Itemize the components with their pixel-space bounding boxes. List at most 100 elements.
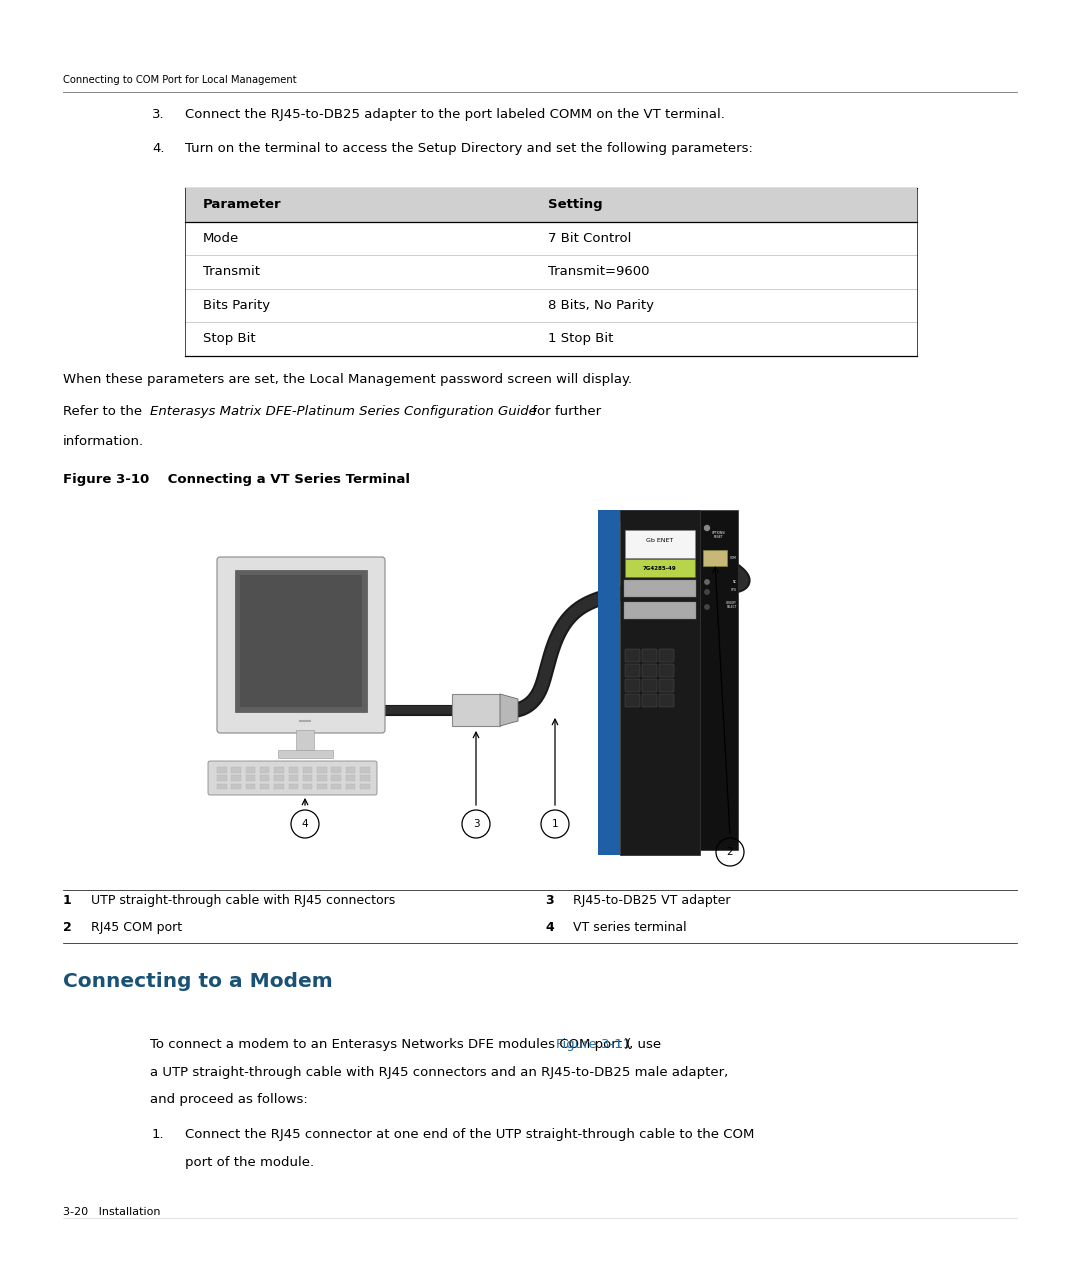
Circle shape xyxy=(705,605,710,610)
Text: 8 Bits, No Parity: 8 Bits, No Parity xyxy=(548,298,654,311)
FancyBboxPatch shape xyxy=(642,679,657,692)
Text: NC: NC xyxy=(732,580,737,584)
FancyBboxPatch shape xyxy=(360,784,369,789)
Text: RJ45 COM port: RJ45 COM port xyxy=(91,921,183,933)
Text: and proceed as follows:: and proceed as follows: xyxy=(150,1093,308,1106)
FancyBboxPatch shape xyxy=(231,784,241,789)
Bar xyxy=(185,188,917,221)
FancyBboxPatch shape xyxy=(642,693,657,707)
FancyBboxPatch shape xyxy=(624,580,696,597)
Text: Mode: Mode xyxy=(203,231,240,245)
Text: 7 Bit Control: 7 Bit Control xyxy=(548,231,632,245)
Text: for further: for further xyxy=(528,405,602,418)
FancyBboxPatch shape xyxy=(318,775,326,781)
FancyBboxPatch shape xyxy=(360,775,369,781)
Text: 3: 3 xyxy=(473,819,480,829)
Text: Parameter: Parameter xyxy=(203,198,282,211)
FancyBboxPatch shape xyxy=(642,664,657,677)
FancyBboxPatch shape xyxy=(700,511,738,850)
FancyBboxPatch shape xyxy=(274,784,284,789)
Text: 4: 4 xyxy=(301,819,308,829)
FancyBboxPatch shape xyxy=(346,767,355,772)
FancyBboxPatch shape xyxy=(260,775,269,781)
Text: Stop Bit: Stop Bit xyxy=(203,333,256,345)
Text: ), use: ), use xyxy=(623,1038,661,1052)
FancyBboxPatch shape xyxy=(624,602,696,618)
FancyBboxPatch shape xyxy=(245,775,255,781)
Circle shape xyxy=(705,589,710,594)
FancyBboxPatch shape xyxy=(274,767,284,772)
FancyBboxPatch shape xyxy=(217,775,227,781)
Polygon shape xyxy=(500,693,518,726)
FancyBboxPatch shape xyxy=(235,570,367,712)
Text: 3: 3 xyxy=(545,894,554,907)
Circle shape xyxy=(704,526,710,531)
FancyBboxPatch shape xyxy=(625,664,640,677)
Text: port of the module.: port of the module. xyxy=(185,1156,314,1168)
FancyBboxPatch shape xyxy=(659,679,674,692)
Text: 1: 1 xyxy=(552,819,558,829)
FancyBboxPatch shape xyxy=(318,767,326,772)
FancyBboxPatch shape xyxy=(332,775,341,781)
FancyBboxPatch shape xyxy=(217,767,227,772)
FancyBboxPatch shape xyxy=(332,767,341,772)
Text: Connect the RJ45 connector at one end of the UTP straight-through cable to the C: Connect the RJ45 connector at one end of… xyxy=(185,1128,754,1140)
FancyBboxPatch shape xyxy=(288,784,298,789)
FancyBboxPatch shape xyxy=(245,784,255,789)
FancyBboxPatch shape xyxy=(318,784,326,789)
FancyBboxPatch shape xyxy=(260,784,269,789)
Text: a UTP straight-through cable with RJ45 connectors and an RJ45-to-DB25 male adapt: a UTP straight-through cable with RJ45 c… xyxy=(150,1066,728,1080)
Text: RJ45-to-DB25 VT adapter: RJ45-to-DB25 VT adapter xyxy=(573,894,730,907)
Text: Transmit: Transmit xyxy=(203,265,260,278)
FancyBboxPatch shape xyxy=(453,693,500,726)
FancyBboxPatch shape xyxy=(240,575,362,707)
Text: OPTIONS/
RESET: OPTIONS/ RESET xyxy=(712,531,726,540)
Text: 3-20   Installation: 3-20 Installation xyxy=(63,1206,161,1217)
Text: information.: information. xyxy=(63,436,144,448)
FancyBboxPatch shape xyxy=(208,761,377,795)
Text: UTP straight-through cable with RJ45 connectors: UTP straight-through cable with RJ45 con… xyxy=(91,894,395,907)
FancyBboxPatch shape xyxy=(625,559,696,577)
Text: 2: 2 xyxy=(63,921,71,933)
Text: CPU: CPU xyxy=(731,588,737,592)
FancyBboxPatch shape xyxy=(598,511,700,522)
Text: 1: 1 xyxy=(63,894,71,907)
FancyBboxPatch shape xyxy=(260,767,269,772)
FancyBboxPatch shape xyxy=(346,775,355,781)
FancyBboxPatch shape xyxy=(217,784,227,789)
FancyBboxPatch shape xyxy=(302,767,312,772)
FancyBboxPatch shape xyxy=(231,775,241,781)
FancyBboxPatch shape xyxy=(302,784,312,789)
Text: When these parameters are set, the Local Management password screen will display: When these parameters are set, the Local… xyxy=(63,373,632,386)
Text: Setting: Setting xyxy=(548,198,603,211)
FancyBboxPatch shape xyxy=(360,767,369,772)
Text: 7G4285-49: 7G4285-49 xyxy=(643,565,677,570)
Text: To connect a modem to an Enterasys Networks DFE modules COM port (: To connect a modem to an Enterasys Netwo… xyxy=(150,1038,632,1052)
FancyBboxPatch shape xyxy=(278,751,333,758)
Text: Transmit=9600: Transmit=9600 xyxy=(548,265,649,278)
FancyBboxPatch shape xyxy=(625,693,640,707)
Text: Connect the RJ45-to-DB25 adapter to the port labeled COMM on the VT terminal.: Connect the RJ45-to-DB25 adapter to the … xyxy=(185,108,725,121)
Text: Refer to the: Refer to the xyxy=(63,405,147,418)
Text: GROUP/
SELECT: GROUP/ SELECT xyxy=(727,601,737,610)
Text: Bits Parity: Bits Parity xyxy=(203,298,270,311)
FancyBboxPatch shape xyxy=(659,693,674,707)
Text: Enterasys Matrix DFE-Platinum Series Configuration Guide: Enterasys Matrix DFE-Platinum Series Con… xyxy=(150,405,537,418)
FancyBboxPatch shape xyxy=(346,784,355,789)
FancyBboxPatch shape xyxy=(703,550,727,566)
FancyBboxPatch shape xyxy=(302,775,312,781)
FancyBboxPatch shape xyxy=(625,679,640,692)
Circle shape xyxy=(705,580,710,584)
Text: COM: COM xyxy=(730,556,737,560)
FancyBboxPatch shape xyxy=(625,530,696,558)
FancyBboxPatch shape xyxy=(231,767,241,772)
Text: 1.: 1. xyxy=(152,1128,164,1140)
FancyBboxPatch shape xyxy=(598,511,620,855)
Text: 1 Stop Bit: 1 Stop Bit xyxy=(548,333,613,345)
Text: Gb ENET: Gb ENET xyxy=(646,537,674,542)
Text: Turn on the terminal to access the Setup Directory and set the following paramet: Turn on the terminal to access the Setup… xyxy=(185,142,753,155)
FancyBboxPatch shape xyxy=(296,730,314,751)
Text: Figure 3-11: Figure 3-11 xyxy=(556,1038,631,1052)
FancyBboxPatch shape xyxy=(245,767,255,772)
Text: Figure 3-10    Connecting a VT Series Terminal: Figure 3-10 Connecting a VT Series Termi… xyxy=(63,472,410,486)
